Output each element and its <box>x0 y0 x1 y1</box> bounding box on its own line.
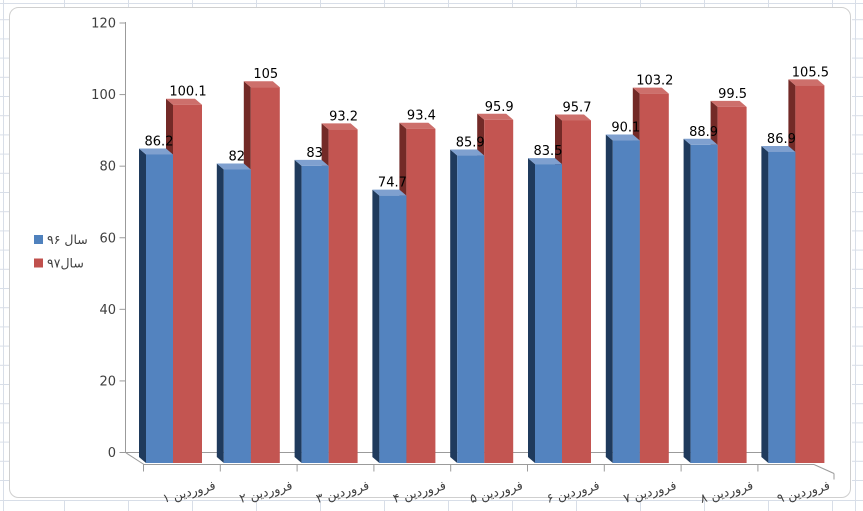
bar-year97-cat6-front-face <box>562 120 591 463</box>
bar-year96-cat1-side-face <box>139 148 146 463</box>
data-label-year97: 95.7 <box>563 100 592 115</box>
axes: 0 20 40 60 80 100 120 <box>91 17 835 480</box>
data-label-year96: 86.9 <box>767 132 796 147</box>
bar-year96-cat6-top-face <box>528 158 562 165</box>
legend: سال ۹۶ سال۹۷ <box>34 232 88 271</box>
bar-year96-cat5-front-face <box>457 155 485 464</box>
legend-label: سال۹۷ <box>47 256 84 271</box>
bar-year96-cat8[interactable] <box>683 138 718 464</box>
data-label-year97: 93.4 <box>407 109 436 124</box>
bar-year96-cat3-top-face <box>294 159 329 166</box>
bar-year96-cat5-top-face <box>450 149 485 156</box>
bar-year96-cat1[interactable] <box>139 148 173 463</box>
legend-label: سال ۹۶ <box>47 232 88 247</box>
legend-marker-square <box>34 235 43 244</box>
bar-year96-cat3-front-face <box>301 165 329 463</box>
data-label-year96: 85.9 <box>456 136 485 151</box>
bar-year97-cat1-front-face <box>173 104 202 464</box>
bar-year96-cat2-top-face <box>216 163 251 170</box>
bar-year96-cat1-top-face <box>139 148 173 155</box>
legend-marker-square <box>34 258 43 268</box>
bar-year97-cat3-top-face <box>321 123 358 130</box>
bar-year96-cat2-side-face <box>216 163 224 463</box>
data-label-year97: 105.5 <box>792 65 829 80</box>
data-label-year97: 93.2 <box>329 109 358 124</box>
bar-year96-cat5-side-face <box>450 149 458 464</box>
bar-year96-cat9-front-face <box>768 151 796 464</box>
bar-year97-cat4-front-face <box>406 128 436 464</box>
value-axis-tick-label: 20 <box>99 374 116 389</box>
bar-year97-cat1-top-face <box>166 98 202 105</box>
data-label-year97: 95.9 <box>485 100 514 115</box>
bar-year96-cat6[interactable] <box>528 158 562 463</box>
data-label-year96: 83 <box>306 146 323 161</box>
data-label-year96: 74.7 <box>378 176 407 191</box>
floor-right-diagonal <box>813 464 835 474</box>
floor-left-diagonal <box>125 452 145 465</box>
bar-year97-cat3-front-face <box>328 129 358 463</box>
bar-year97-cat7-front-face <box>639 93 669 463</box>
bar-year96-cat9-top-face <box>761 145 796 152</box>
data-label-year96: 86.2 <box>145 134 174 149</box>
bar-year96-cat2[interactable] <box>216 163 251 463</box>
value-axis-tick-label: 40 <box>99 303 116 318</box>
bar-year96-cat7[interactable] <box>605 134 640 463</box>
bar-year96-cat8-front-face <box>690 144 718 464</box>
bar-year97-cat8-front-face <box>717 106 747 463</box>
bar-year96-cat4-side-face <box>372 189 380 464</box>
bar-year96-cat3[interactable] <box>294 159 329 463</box>
bar-year97-cat7-top-face <box>632 87 669 94</box>
bar-year97-cat5-front-face <box>484 119 514 463</box>
bar-year97-cat8-top-face <box>710 100 747 107</box>
bar-year96-cat2-front-face <box>223 169 251 463</box>
data-label-year96: 83.5 <box>534 144 563 159</box>
bar-year96-cat9[interactable] <box>761 145 796 464</box>
data-label-year97: 99.5 <box>718 87 747 102</box>
bar-year96-cat8-top-face <box>683 138 718 145</box>
bar-year97-cat4-top-face <box>399 122 436 129</box>
data-label-year96: 82 <box>229 150 246 165</box>
bar-year96-cat6-front-face <box>535 164 562 463</box>
data-labels: 86.2 100.1 82 105 83 93.2 74.7 93.4 85.9 95.9 83.5… <box>145 65 829 190</box>
bar-year97-cat9-front-face <box>795 85 825 463</box>
bar-year96-cat1-front-face <box>146 154 173 463</box>
bar-year97-cat2-top-face <box>243 81 280 88</box>
legend-item-series1[interactable]: سال ۹۶ <box>34 232 88 247</box>
bar-year96-cat4-front-face <box>379 195 407 464</box>
bar-year96-cat8-side-face <box>683 138 691 464</box>
bar-year96-cat3-side-face <box>294 159 302 463</box>
data-label-year97: 105 <box>253 67 278 82</box>
value-axis-tick-label: 80 <box>99 160 116 175</box>
bar-year97-cat6-top-face <box>555 114 591 121</box>
bar-year96-cat6-side-face <box>528 158 535 463</box>
value-axis-tick-label: 0 <box>108 446 116 461</box>
value-axis-tick-label: 100 <box>91 88 116 103</box>
value-axis-tick-label: 60 <box>99 231 116 246</box>
data-label-year96: 90.1 <box>611 121 640 136</box>
bar-year96-cat9-side-face <box>761 145 769 464</box>
bar-year97-cat9-top-face <box>788 79 825 86</box>
data-label-year97: 100.1 <box>169 85 206 100</box>
plot-bars <box>139 79 825 464</box>
bar-year96-cat7-side-face <box>605 134 613 463</box>
data-label-year97: 103.2 <box>636 74 673 89</box>
value-axis-tick-label: 120 <box>91 17 116 32</box>
bar-year97-cat2-front-face <box>250 87 280 463</box>
bar-year96-cat4-top-face <box>372 189 407 196</box>
bar-year96-cat4[interactable] <box>372 189 407 464</box>
bar-year96-cat5[interactable] <box>450 149 485 464</box>
bar-year96-cat7-front-face <box>612 140 640 463</box>
data-label-year96: 88.9 <box>689 125 718 140</box>
legend-item-series2[interactable]: سال۹۷ <box>34 256 84 271</box>
bar-year96-cat7-top-face <box>605 134 640 141</box>
bar-year97-cat5-top-face <box>477 113 514 120</box>
